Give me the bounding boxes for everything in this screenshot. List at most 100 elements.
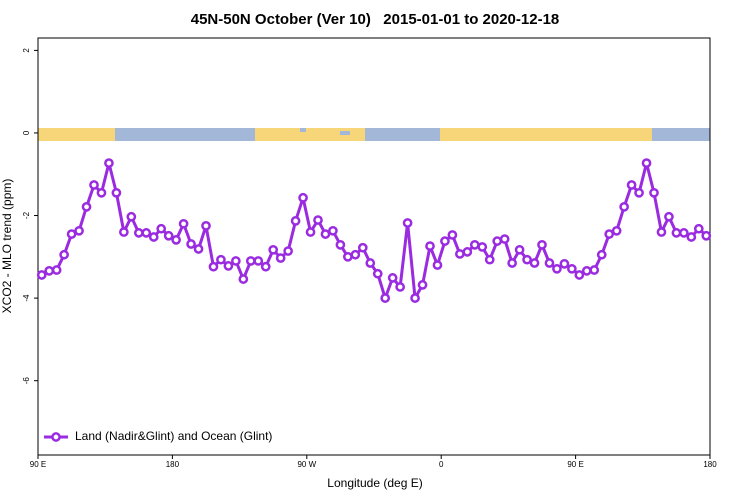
- chart-title: 45N-50N October (Ver 10) 2015-01-01 to 2…: [191, 11, 560, 28]
- surface-strip: [38, 128, 710, 141]
- point-marker: [492, 236, 503, 246]
- point-marker: [544, 258, 555, 268]
- y-tick-label: 2: [22, 48, 31, 53]
- ocean-band: [365, 128, 440, 141]
- point-marker: [111, 187, 122, 198]
- point-marker: [193, 244, 204, 254]
- point-marker: [574, 270, 585, 280]
- ocean-band: [115, 128, 255, 141]
- point-marker: [163, 230, 174, 241]
- point-marker: [529, 258, 540, 268]
- point-marker: [357, 242, 368, 253]
- point-marker: [238, 274, 249, 284]
- point-marker: [96, 187, 107, 198]
- point-marker: [507, 258, 517, 268]
- point-marker: [133, 228, 144, 238]
- point-marker: [484, 254, 495, 265]
- point-marker: [559, 258, 570, 269]
- point-marker: [671, 228, 682, 238]
- point-marker: [231, 256, 241, 266]
- point-marker: [417, 280, 428, 290]
- x-tick-label: 180: [166, 460, 180, 469]
- point-marker: [611, 225, 622, 236]
- point-marker: [283, 246, 293, 256]
- y-axis-label: XCO2 - MLO trend (ppm): [0, 179, 14, 314]
- point-marker: [477, 242, 488, 252]
- land-band: [38, 128, 115, 141]
- point-marker: [372, 268, 383, 279]
- legend-marker: [51, 432, 61, 442]
- point-marker: [410, 293, 420, 303]
- point-marker: [298, 192, 308, 203]
- point-marker: [290, 216, 301, 226]
- y-tick-label: -6: [22, 377, 31, 385]
- ocean-band: [652, 128, 710, 141]
- point-marker: [514, 244, 525, 255]
- ocean-band: [300, 128, 306, 132]
- point-marker: [634, 187, 644, 198]
- point-marker: [223, 261, 234, 271]
- point-marker: [552, 263, 562, 274]
- point-marker: [178, 218, 189, 229]
- point-marker: [649, 187, 659, 198]
- point-marker: [656, 227, 667, 237]
- point-marker: [44, 266, 55, 276]
- point-marker: [664, 211, 674, 222]
- point-marker: [320, 229, 331, 239]
- point-marker: [51, 265, 62, 275]
- y-tick-label: -2: [22, 211, 31, 219]
- point-marker: [343, 251, 353, 262]
- point-marker: [260, 261, 271, 272]
- point-marker: [216, 254, 226, 265]
- x-tick-label: 90 E: [30, 460, 46, 469]
- point-marker: [81, 202, 92, 212]
- plot-frame: [37, 37, 711, 456]
- point-marker: [581, 266, 592, 276]
- point-marker: [619, 202, 629, 212]
- y-tick-label: -4: [22, 294, 31, 302]
- point-marker: [626, 180, 637, 190]
- point-marker: [440, 236, 450, 246]
- point-marker: [499, 234, 510, 244]
- land-band: [255, 128, 365, 141]
- point-marker: [208, 261, 219, 272]
- point-marker: [469, 239, 480, 250]
- point-marker: [268, 244, 279, 255]
- x-axis-label: Longitude (deg E): [327, 476, 422, 490]
- point-marker: [395, 282, 405, 292]
- x-tick-label: 90 W: [297, 460, 316, 469]
- point-marker: [148, 232, 159, 242]
- point-marker: [201, 221, 211, 231]
- point-marker: [89, 180, 99, 190]
- point-marker: [328, 225, 338, 236]
- point-marker: [596, 249, 607, 260]
- x-tick-label: 90 E: [567, 460, 583, 469]
- point-marker: [335, 239, 346, 250]
- point-marker: [66, 229, 77, 239]
- point-marker: [693, 223, 704, 234]
- point-marker: [462, 247, 473, 257]
- point-marker: [686, 232, 697, 242]
- x-tick-label: 180: [703, 460, 717, 469]
- point-marker: [119, 227, 129, 237]
- point-marker: [36, 270, 47, 280]
- point-marker: [455, 249, 465, 259]
- point-marker: [104, 158, 114, 168]
- point-marker: [447, 230, 458, 240]
- ocean-band: [340, 131, 350, 135]
- point-marker: [74, 225, 84, 236]
- point-marker: [365, 258, 376, 268]
- point-marker: [432, 260, 443, 270]
- point-marker: [313, 215, 323, 225]
- point-marker: [641, 158, 652, 168]
- point-marker: [537, 239, 547, 250]
- point-marker: [701, 230, 712, 241]
- point-marker: [59, 249, 69, 260]
- point-marker: [156, 223, 167, 234]
- point-marker: [305, 227, 316, 237]
- point-marker: [126, 211, 137, 222]
- point-marker: [171, 235, 181, 245]
- point-marker: [604, 229, 615, 239]
